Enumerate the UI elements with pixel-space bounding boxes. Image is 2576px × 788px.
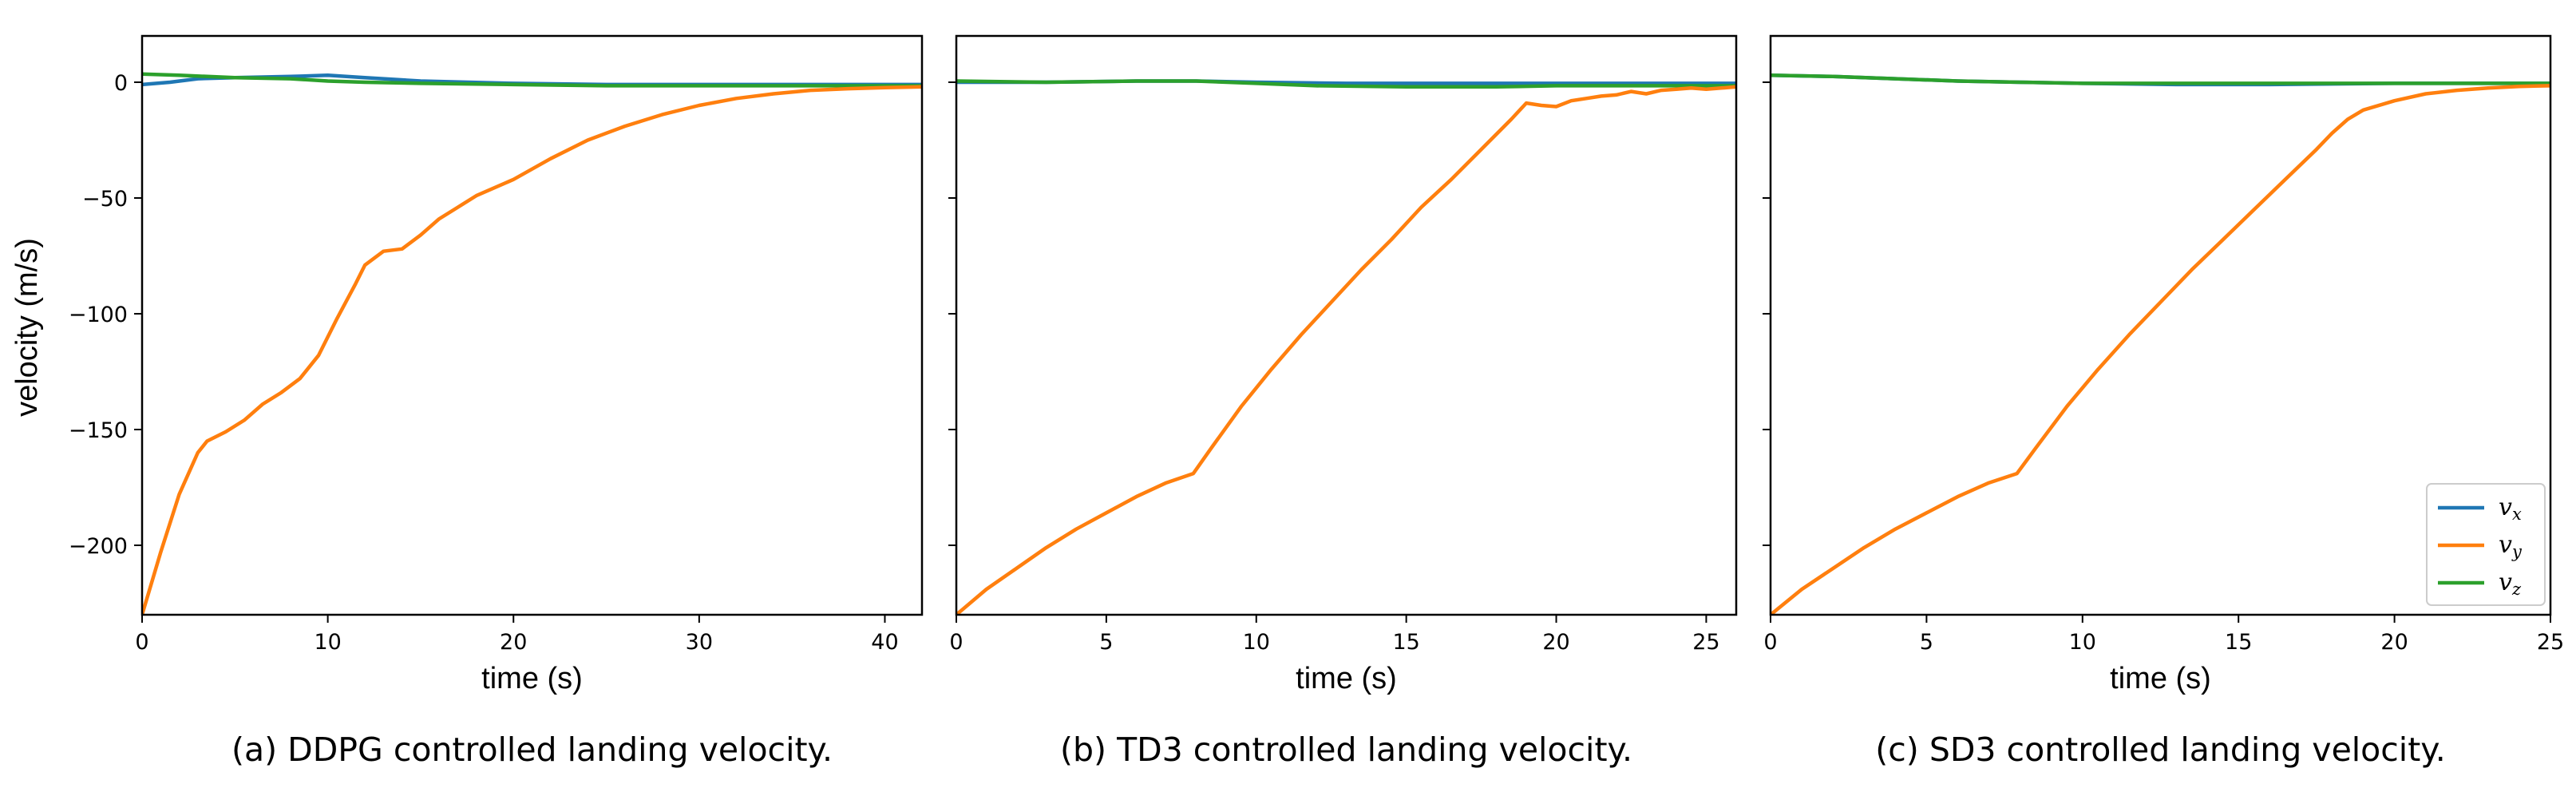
- x-tick-label: 15: [1392, 630, 1419, 655]
- axes-frame: [140, 34, 924, 616]
- x-tick-label: 25: [1692, 630, 1719, 655]
- plot-area: [1771, 73, 2550, 615]
- y-tick-label: −100: [69, 303, 128, 327]
- x-tick-label: 10: [1243, 630, 1270, 655]
- series-vz-line: [956, 79, 1736, 89]
- x-axis-label: time (s): [481, 662, 583, 695]
- legend-label-vx: vx: [2499, 493, 2522, 524]
- x-tick-label: 25: [2537, 630, 2564, 655]
- panel-caption: (c) SD3 controlled landing velocity.: [1875, 731, 2445, 769]
- chart-panel-1: 0 10 20 30 40 0 −50 −100 −150 −200 time (s) (a) DDP…: [69, 34, 924, 769]
- x-axis-label: time (s): [2110, 662, 2211, 695]
- series-vy-line: [142, 85, 922, 615]
- legend: vx vy vz: [2426, 483, 2546, 606]
- axes-frame: [955, 34, 1738, 616]
- plot-area: [142, 72, 922, 615]
- x-tick-label: 0: [1763, 630, 1777, 655]
- x-tick-label: 0: [135, 630, 148, 655]
- series-vz-line: [1771, 73, 2550, 85]
- x-tick-label: 30: [686, 630, 713, 655]
- y-axis-label: velocity (m/s): [10, 238, 44, 417]
- legend-box: [2426, 483, 2546, 606]
- x-tick-label: 5: [1099, 630, 1113, 655]
- x-tick-label: 10: [2069, 630, 2096, 655]
- panel-caption: (b) TD3 controlled landing velocity.: [1060, 731, 1632, 769]
- x-tick-label: 15: [2225, 630, 2252, 655]
- x-tick-label: 20: [2380, 630, 2408, 655]
- legend-label-vz: vz: [2499, 568, 2522, 599]
- series-vz-line: [142, 72, 922, 88]
- x-tick-label: 20: [1542, 630, 1569, 655]
- x-tick-label: 10: [314, 630, 341, 655]
- axes-frame: [1769, 34, 2552, 616]
- plot-area: [956, 79, 1736, 615]
- x-tick-label: 20: [500, 630, 527, 655]
- y-tick-label: −50: [82, 187, 128, 212]
- series-vy-line: [1771, 84, 2550, 615]
- series-vy-line: [956, 85, 1736, 615]
- y-tick-label: 0: [114, 71, 128, 96]
- x-tick-label: 5: [1920, 630, 1933, 655]
- x-tick-label: 40: [871, 630, 898, 655]
- legend-label-vy: vy: [2499, 531, 2523, 561]
- y-tick-label: −200: [69, 534, 128, 559]
- chart-panel-3: 0 5 10 15 20 25 time (s) (c) SD3 controlled lan…: [1763, 34, 2564, 769]
- x-tick-label: 0: [949, 630, 963, 655]
- chart-panel-2: 0 5 10 15 20 25 time (s) (b) TD3 controlled lan…: [948, 34, 1738, 769]
- panel-caption: (a) DDPG controlled landing velocity.: [231, 731, 833, 769]
- y-tick-label: −150: [69, 418, 128, 443]
- x-axis-label: time (s): [1296, 662, 1397, 695]
